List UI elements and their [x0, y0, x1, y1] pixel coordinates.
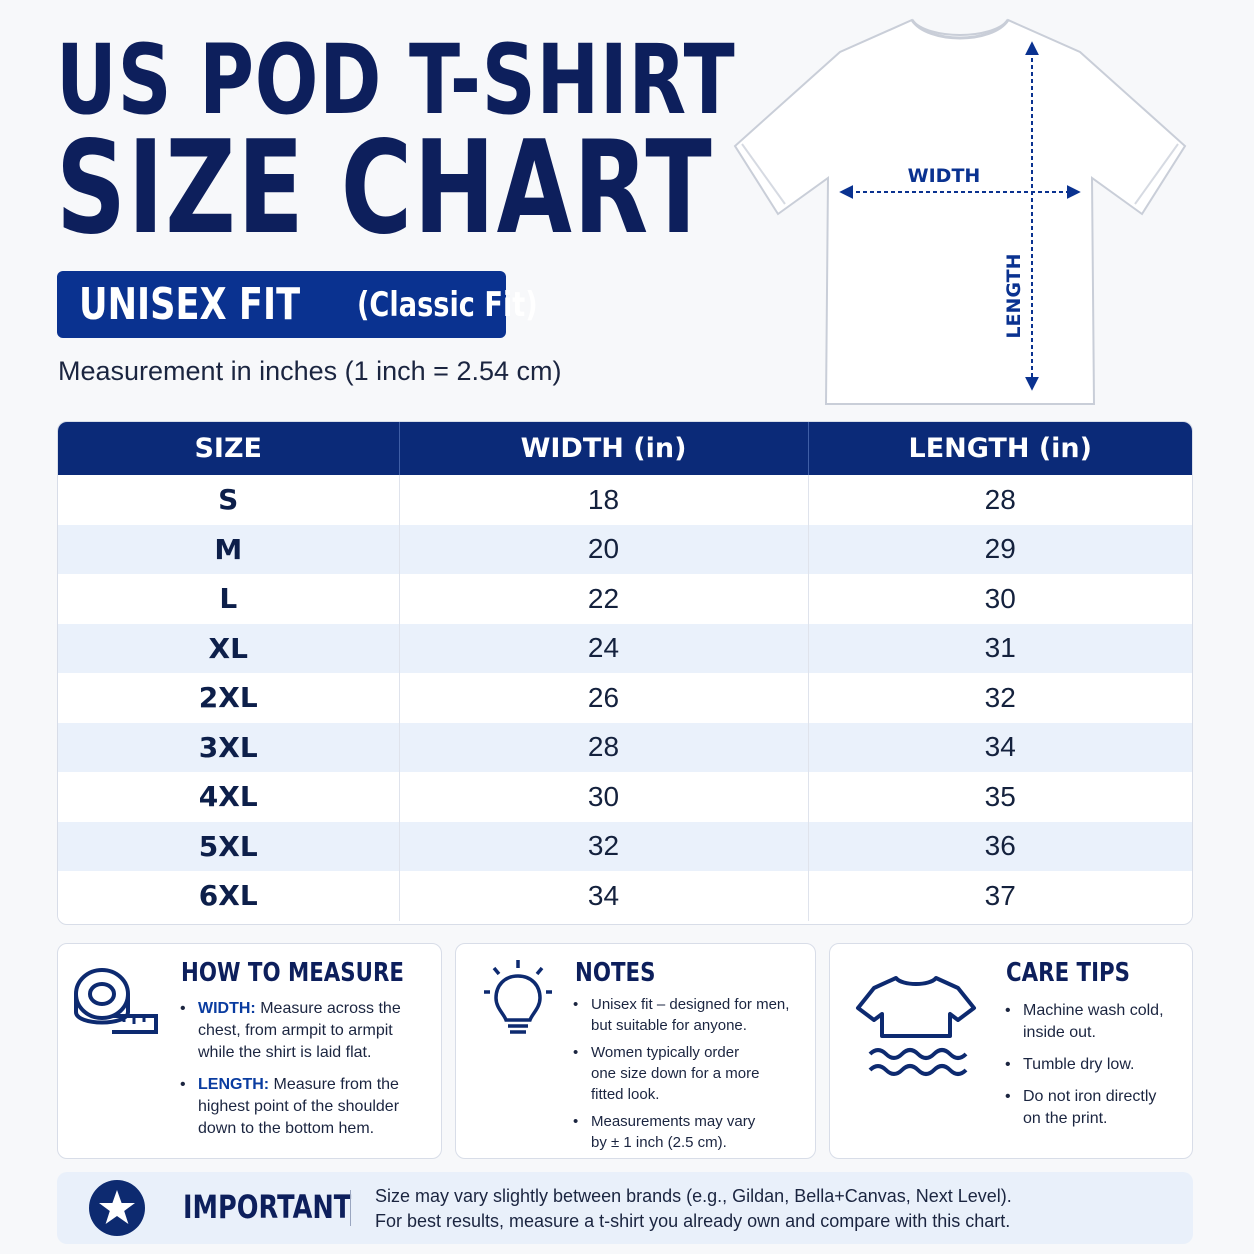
- item-text: one size down for a more: [591, 1065, 760, 1082]
- item-text: by ± 1 inch (2.5 cm).: [591, 1134, 727, 1151]
- item-text: Machine wash cold,: [1023, 1002, 1164, 1019]
- length-cell: 29: [808, 524, 1192, 574]
- item-text: Do not iron directly: [1023, 1088, 1157, 1105]
- item-text: on the print.: [1023, 1110, 1108, 1127]
- width-cell: 32: [399, 821, 809, 871]
- item-text: Unisex fit – designed for men,: [591, 996, 790, 1013]
- header-width: WIDTH (in): [399, 422, 809, 475]
- measurement-note: Measurement in inches (1 inch = 2.54 cm): [58, 356, 562, 386]
- list-item: Measurements may vary by ± 1 inch (2.5 cm…: [573, 1111, 813, 1153]
- width-cell: 22: [399, 574, 809, 624]
- item-text: fitted look.: [591, 1086, 660, 1103]
- length-cell: 31: [808, 623, 1192, 673]
- care-tips-title: CARE TIPS: [1006, 958, 1131, 988]
- important-label: IMPORTANT: [183, 1188, 352, 1226]
- page-title: US POD T-SHIRT SIZE CHART: [56, 24, 927, 263]
- item-text: Measure from the: [269, 1076, 399, 1093]
- item-text: Tumble dry low.: [1023, 1056, 1135, 1073]
- title-line-2: SIZE CHART: [56, 114, 714, 263]
- length-cell: 37: [808, 871, 1192, 921]
- tshirt-diagram: WIDTH LENGTH: [733, 18, 1187, 405]
- size-cell: 6XL: [58, 871, 400, 921]
- size-cell: 5XL: [58, 821, 400, 871]
- length-label: LENGTH: [1003, 253, 1025, 338]
- fit-sub-label: (Classic Fit): [357, 284, 538, 325]
- size-cell: 2XL: [58, 673, 400, 723]
- item-text: highest point of the shoulder: [198, 1098, 400, 1115]
- notes-list: Unisex fit – designed for men, but suitab…: [573, 994, 813, 1159]
- tshirt-shape: [733, 18, 1187, 405]
- tape-measure-icon: [74, 968, 158, 1034]
- item-text: Women typically order: [591, 1044, 740, 1061]
- item-text: chest, from armpit to armpit: [198, 1022, 393, 1039]
- list-item: Do not iron directly on the print.: [1005, 1086, 1190, 1130]
- size-cell: XL: [58, 623, 400, 673]
- width-cell: 24: [399, 623, 809, 673]
- width-label: WIDTH: [908, 165, 981, 187]
- width-cell: 18: [399, 475, 809, 525]
- shirt-wash-icon: [856, 976, 976, 1076]
- item-text: inside out.: [1023, 1024, 1096, 1041]
- table-header-row: SIZE WIDTH (in) LENGTH (in): [58, 422, 1192, 475]
- lightbulb-icon: [484, 960, 552, 1034]
- table-row: 5XL 32 36: [58, 821, 1192, 871]
- care-tips-list: Machine wash cold, inside out. Tumble dry…: [1005, 1000, 1190, 1140]
- list-item: LENGTH: Measure from the highest point of…: [180, 1074, 435, 1140]
- list-item: Machine wash cold, inside out.: [1005, 1000, 1190, 1044]
- size-cell: S: [58, 475, 400, 525]
- notes-card: NOTES Unisex fit – designed for men, but …: [455, 943, 816, 1159]
- item-text: Measure across the: [255, 1000, 401, 1017]
- size-cell: L: [58, 574, 400, 624]
- item-text: down to the bottom hem.: [198, 1120, 375, 1137]
- list-item: WIDTH: Measure across the chest, from arm…: [180, 998, 435, 1064]
- item-key: LENGTH:: [198, 1076, 270, 1093]
- list-item: Tumble dry low.: [1005, 1054, 1190, 1076]
- important-line-2: For best results, measure a t-shirt you …: [375, 1211, 1011, 1231]
- size-table: SIZE WIDTH (in) LENGTH (in) S 18 28 M 20…: [57, 421, 1193, 925]
- table-row: 6XL 34 37: [58, 871, 1192, 921]
- width-cell: 34: [399, 871, 809, 921]
- title-line-1: US POD T-SHIRT: [56, 24, 736, 136]
- width-cell: 28: [399, 722, 809, 772]
- length-cell: 30: [808, 574, 1192, 624]
- length-cell: 35: [808, 772, 1192, 822]
- table-row: XL 24 31: [58, 623, 1192, 673]
- item-text: while the shirt is laid flat.: [198, 1044, 372, 1061]
- size-cell: 4XL: [58, 772, 400, 822]
- size-cell: M: [58, 524, 400, 574]
- how-to-measure-title: HOW TO MEASURE: [181, 958, 404, 988]
- list-item: Unisex fit – designed for men, but suitab…: [573, 994, 813, 1036]
- item-text: Measurements may vary: [591, 1113, 756, 1130]
- item-text: but suitable for anyone.: [591, 1017, 747, 1034]
- important-line-1: Size may vary slightly between brands (e…: [375, 1186, 1012, 1206]
- divider: [350, 1190, 351, 1226]
- important-banner: IMPORTANT Size may vary slightly between…: [57, 1172, 1193, 1244]
- table-row: 3XL 28 34: [58, 722, 1192, 772]
- table-row: 4XL 30 35: [58, 772, 1192, 822]
- length-cell: 34: [808, 722, 1192, 772]
- table-row: S 18 28: [58, 475, 1192, 525]
- length-cell: 28: [808, 475, 1192, 525]
- care-tips-card: CARE TIPS Machine wash cold, inside out. …: [829, 943, 1193, 1159]
- length-cell: 36: [808, 821, 1192, 871]
- item-key: WIDTH:: [198, 1000, 256, 1017]
- fit-label: UNISEX FIT: [79, 279, 301, 330]
- fit-badge: UNISEX FIT (Classic Fit): [57, 271, 538, 338]
- length-cell: 32: [808, 673, 1192, 723]
- header-size: SIZE: [58, 422, 400, 475]
- notes-title: NOTES: [575, 958, 656, 988]
- important-text: Size may vary slightly between brands (e…: [375, 1184, 1012, 1234]
- list-item: Women typically order one size down for a…: [573, 1042, 813, 1105]
- how-to-measure-card: HOW TO MEASURE WIDTH: Measure across the…: [57, 943, 442, 1159]
- size-cell: 3XL: [58, 722, 400, 772]
- table-row: 2XL 26 32: [58, 673, 1192, 723]
- how-to-measure-list: WIDTH: Measure across the chest, from arm…: [180, 998, 435, 1150]
- width-cell: 30: [399, 772, 809, 822]
- width-cell: 20: [399, 524, 809, 574]
- header-length: LENGTH (in): [808, 422, 1192, 475]
- table-row: M 20 29: [58, 524, 1192, 574]
- width-cell: 26: [399, 673, 809, 723]
- table-row: L 22 30: [58, 574, 1192, 624]
- star-icon: [89, 1180, 145, 1236]
